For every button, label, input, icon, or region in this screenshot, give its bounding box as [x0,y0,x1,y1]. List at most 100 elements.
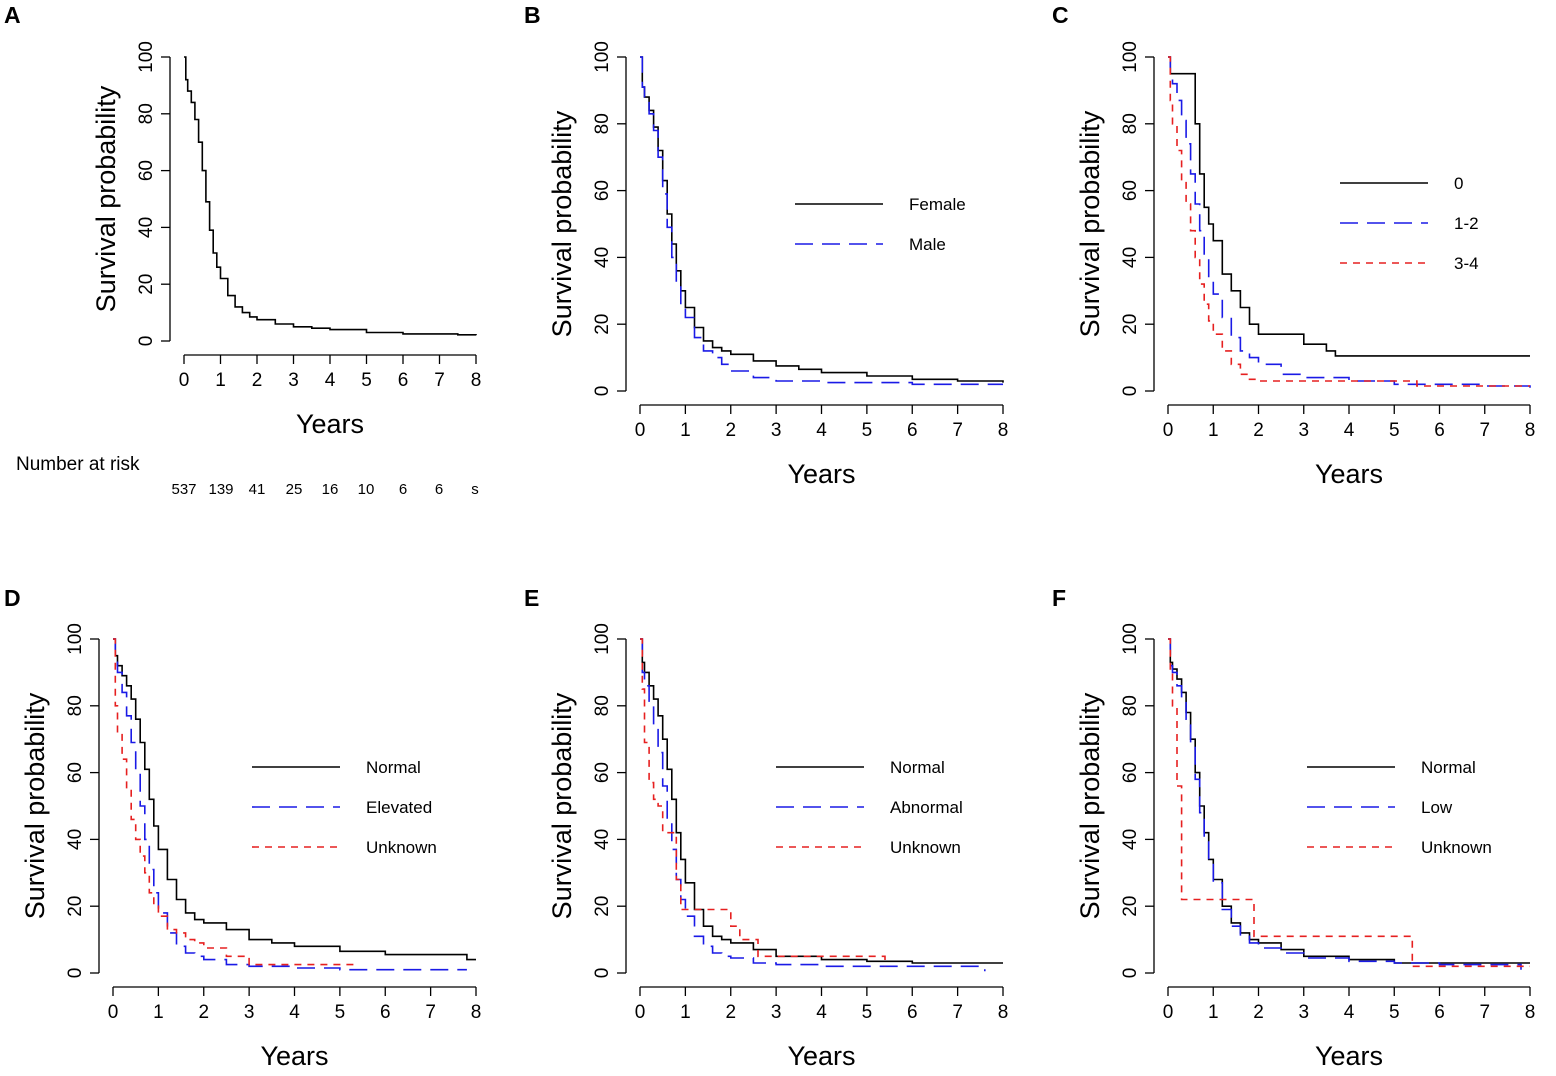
x-tick-label-a: 4 [325,370,336,391]
y-tick-label-b: 40 [592,247,613,268]
y-tick-label-e: 80 [592,695,613,716]
x-tick-label-b: 6 [907,420,918,441]
x-tick-label-e: 7 [952,1002,963,1023]
x-tick-label-b: 0 [635,420,646,441]
x-tick-label-b: 1 [680,420,691,441]
risk-count-3: 25 [286,481,303,498]
x-tick-label-e: 2 [725,1002,736,1023]
x-tick-label-e: 4 [816,1002,827,1023]
y-tick-label-c: 60 [1120,180,1141,201]
x-tick-label-c: 3 [1298,420,1309,441]
risk-count-7: 6 [435,481,443,498]
x-tick-label-a: 3 [288,370,299,391]
legend-label-e-0: Normal [890,758,945,777]
x-axis-title-e: Years [787,1041,855,1071]
legend-label-c-2: 3-4 [1454,254,1479,273]
legend-label-f-2: Unknown [1421,838,1492,857]
number-at-risk-title: Number at risk [16,454,140,475]
x-tick-label-e: 1 [680,1002,691,1023]
legend-f: Normal Low Unknown [1307,758,1492,857]
risk-count-8: s [471,481,479,498]
legend-label-e-2: Unknown [890,838,961,857]
y-tick-label-f: 60 [1120,762,1141,783]
y-axis-title-b: Survival probability [547,110,577,337]
y-tick-label-c: 20 [1120,314,1141,335]
x-tick-label-f: 3 [1298,1002,1309,1023]
x-axis-title-c: Years [1315,459,1383,489]
x-tick-label-d: 7 [425,1002,436,1023]
panel-letter-a: A [4,2,21,28]
y-tick-label-f: 80 [1120,695,1141,716]
x-tick-label-f: 2 [1253,1002,1264,1023]
legend-label-f-1: Low [1421,798,1453,817]
y-tick-label-b: 20 [592,314,613,335]
y-tick-label-e: 20 [592,896,613,917]
x-tick-label-e: 6 [907,1002,918,1023]
legend-label-b-1: Male [909,235,946,254]
survival-curve-d-normal [113,638,476,961]
y-tick-label-f: 0 [1120,968,1141,979]
y-tick-label-a: 60 [136,160,157,181]
survival-curve-d-unknown [113,638,358,966]
x-tick-label-d: 3 [244,1002,255,1023]
y-tick-label-c: 0 [1120,386,1141,397]
legend-label-c-1: 1-2 [1454,214,1479,233]
survival-curve-c-0 [1168,56,1530,357]
x-tick-label-e: 0 [635,1002,646,1023]
y-tick-label-c: 100 [1120,41,1141,73]
x-tick-label-a: 7 [434,370,445,391]
survival-curve-d-elevated [113,638,467,971]
x-tick-label-a: 2 [252,370,263,391]
risk-count-0: 537 [171,481,196,498]
x-tick-label-b: 2 [725,420,736,441]
risk-count-4: 16 [322,481,339,498]
y-tick-label-a: 0 [136,336,157,347]
x-tick-label-f: 5 [1389,1002,1400,1023]
x-tick-label-c: 2 [1253,420,1264,441]
risk-count-6: 6 [399,481,407,498]
x-tick-label-d: 8 [471,1002,482,1023]
y-tick-label-b: 80 [592,113,613,134]
panel-letter-c: C [1052,2,1069,28]
y-tick-label-e: 40 [592,829,613,850]
x-tick-label-f: 0 [1163,1002,1174,1023]
x-tick-label-a: 8 [471,370,482,391]
panel-letter-f: F [1052,585,1066,611]
y-tick-label-d: 80 [65,695,86,716]
x-axis-title-b: Years [787,459,855,489]
survival-curve-c-3-4 [1168,56,1530,387]
x-tick-label-e: 3 [771,1002,782,1023]
x-axis-title-d: Years [260,1041,328,1071]
x-tick-label-e: 5 [862,1002,873,1023]
x-tick-label-a: 5 [361,370,372,391]
x-tick-label-c: 5 [1389,420,1400,441]
x-tick-label-c: 6 [1434,420,1445,441]
risk-count-1: 139 [208,481,233,498]
y-tick-label-e: 60 [592,762,613,783]
legend-e: Normal Abnormal Unknown [776,758,963,857]
x-tick-label-d: 0 [108,1002,119,1023]
y-axis-title-a: Survival probability [91,85,121,312]
x-tick-label-a: 1 [215,370,226,391]
y-tick-label-a: 80 [136,103,157,124]
y-axis-title-d: Survival probability [20,692,50,919]
y-tick-label-b: 100 [592,41,613,73]
x-tick-label-d: 5 [335,1002,346,1023]
y-axis-title-e: Survival probability [547,692,577,919]
survival-curve-e-abnormal [640,638,986,972]
x-tick-label-a: 0 [179,370,190,391]
x-tick-label-e: 8 [998,1002,1009,1023]
panel-letter-e: E [524,585,539,611]
survival-curve-f-low [1168,638,1522,970]
y-tick-label-c: 80 [1120,113,1141,134]
risk-count-5: 10 [358,481,375,498]
x-tick-label-f: 1 [1208,1002,1219,1023]
legend-b: Female Male [795,195,966,254]
x-tick-label-b: 4 [816,420,827,441]
